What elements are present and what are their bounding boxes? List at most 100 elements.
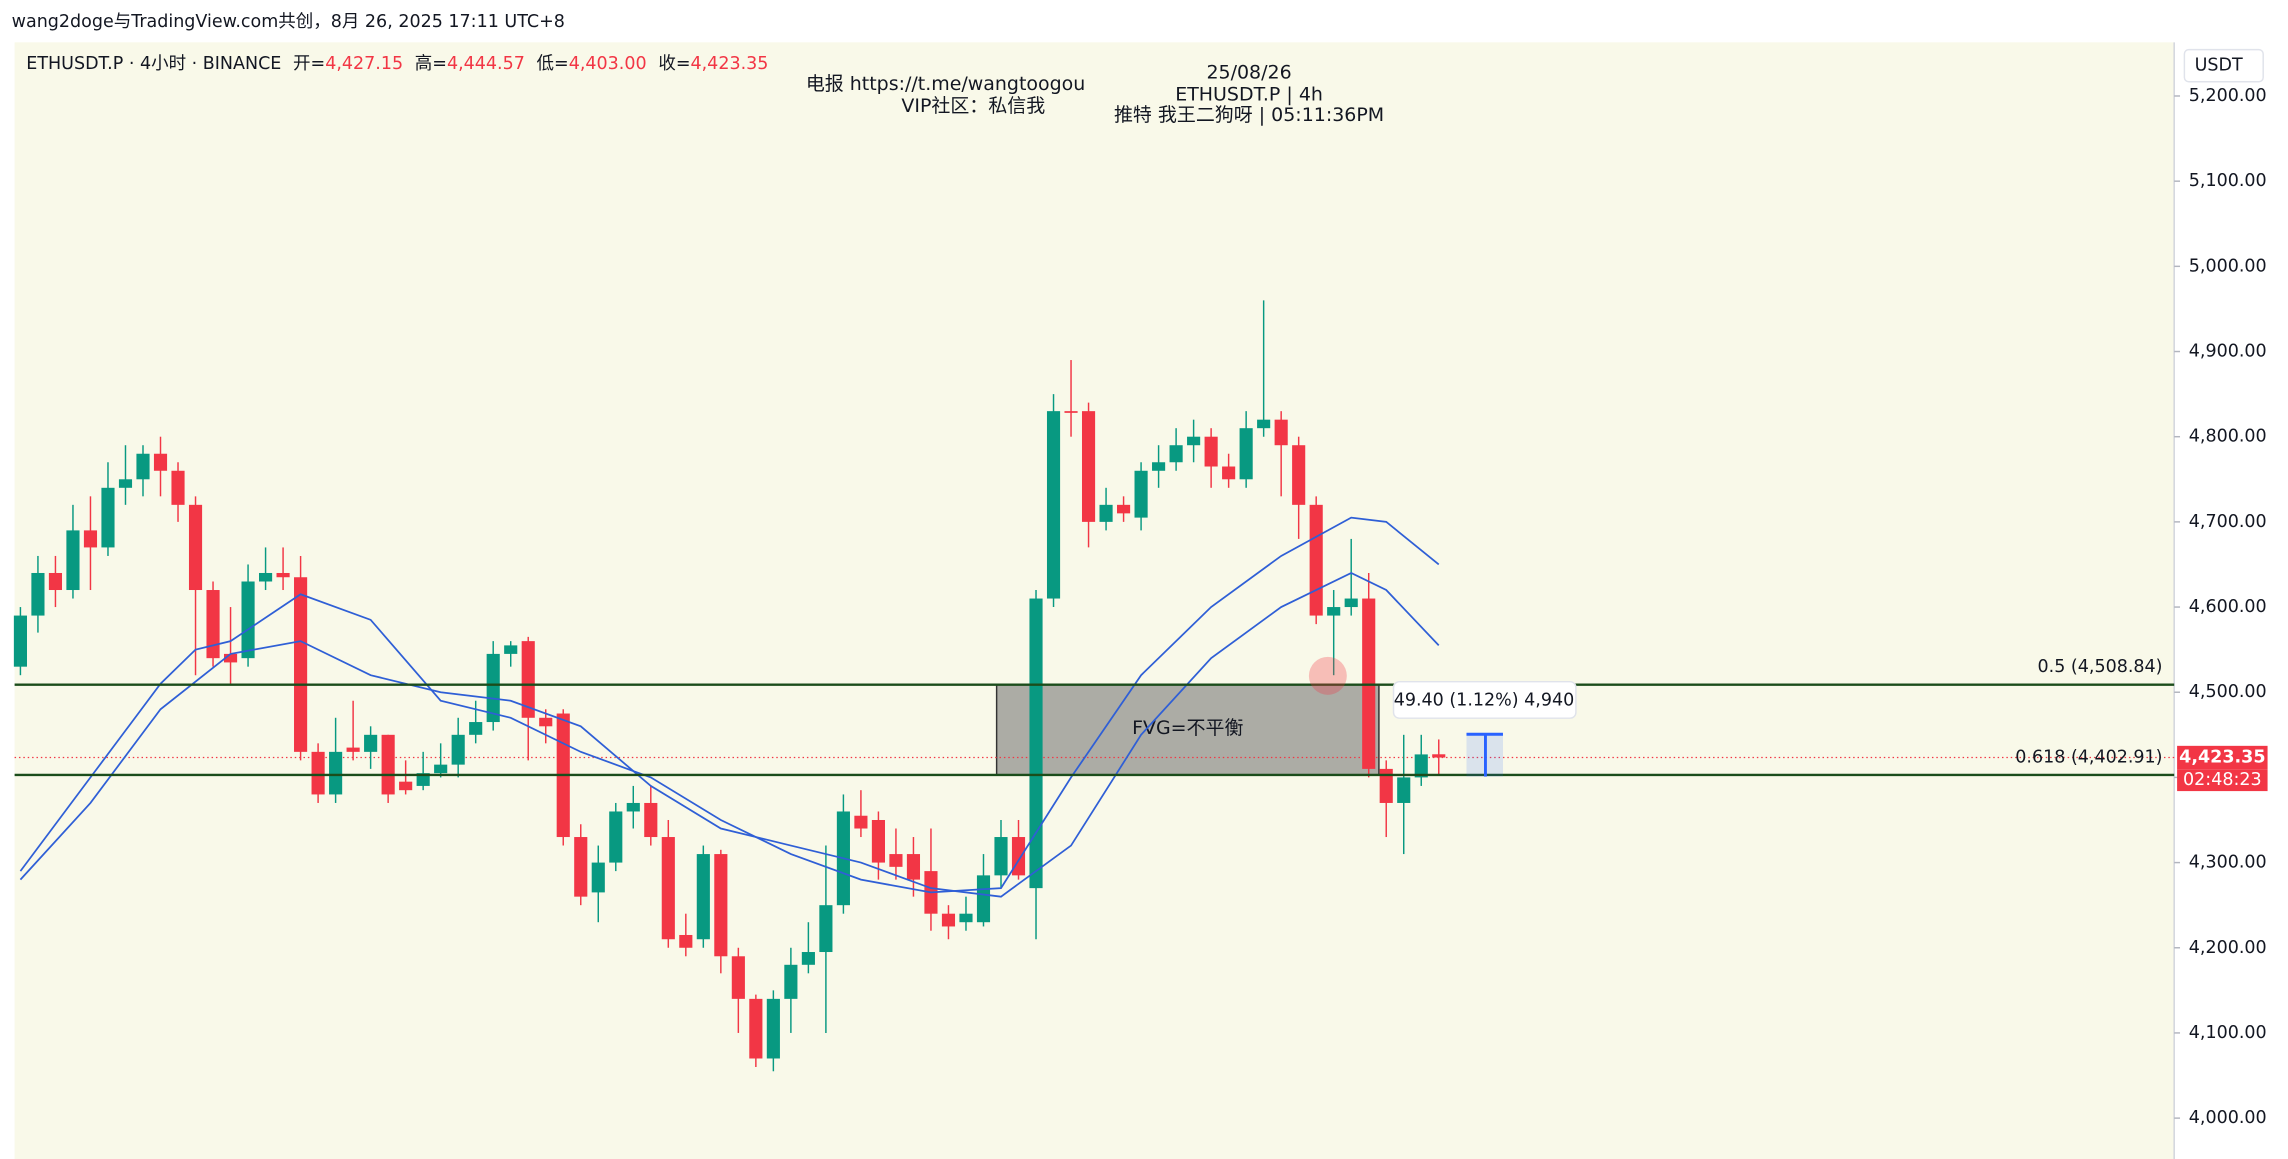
annotation: 推特 我王二狗呀 | 05:11:36PM	[1114, 104, 1384, 126]
ma-line	[19, 516, 1440, 894]
y-tick-label: 5,200.00	[2189, 86, 2267, 106]
candle-body	[259, 572, 273, 582]
candle-body	[504, 645, 518, 654]
candle-body	[206, 590, 220, 659]
candle-body	[13, 615, 27, 667]
candle-body	[153, 453, 168, 471]
candle-body	[31, 572, 45, 616]
candle-body	[1327, 607, 1341, 616]
y-tick-label: 5,100.00	[2189, 171, 2267, 191]
candle-body	[118, 479, 133, 488]
legend-value: 4,423.35	[690, 54, 768, 74]
legend-value: 4,444.57	[447, 54, 525, 74]
candle-body	[1204, 436, 1218, 467]
plot-layer: FVG=不平衡 0.5 (4,508.84) 0.618 (4,402.91)	[13, 300, 2175, 1072]
legend-symbol: ETHUSDT.P · 4小时 · BINANCE	[26, 54, 281, 74]
candle-body	[889, 854, 903, 867]
candle-body	[976, 875, 991, 923]
annotation: VIP社区：私信我	[901, 95, 1045, 117]
legend-label: 低=	[537, 54, 569, 74]
legend-value: 4,403.00	[569, 54, 647, 74]
candle-body	[294, 577, 308, 752]
candle-body	[1432, 754, 1446, 758]
candle-body	[101, 487, 115, 548]
candle-body	[346, 747, 360, 752]
candle-body	[1292, 445, 1306, 505]
legend-label: 开=	[293, 54, 325, 74]
countdown-tag	[2177, 769, 2268, 792]
candle-body	[364, 734, 378, 752]
candle-body	[906, 854, 921, 880]
candle-body	[486, 653, 500, 723]
y-tick-label: 4,800.00	[2189, 427, 2267, 447]
candle-body	[83, 530, 98, 548]
candle-body	[1152, 462, 1166, 471]
measure-box	[1392, 680, 1577, 719]
candle-body	[434, 764, 448, 774]
candle-body	[661, 837, 675, 940]
countdown-label: 02:48:23	[2183, 770, 2262, 790]
candle-body	[136, 453, 150, 480]
candle-body	[749, 998, 763, 1059]
candle-body	[1134, 470, 1148, 518]
candle-body	[1222, 466, 1236, 480]
price-tag	[2177, 745, 2268, 770]
y-tick-label: 4,600.00	[2189, 597, 2267, 617]
candle-body	[574, 837, 588, 897]
legend: ETHUSDT.P · 4小时 · BINANCE 开=4,427.15 高=4,4…	[26, 54, 768, 74]
candle-body	[871, 819, 885, 863]
y-tick-label: 4,700.00	[2189, 512, 2267, 532]
candle-body	[679, 934, 693, 948]
candle-body	[1099, 504, 1113, 522]
candle-body	[1379, 768, 1393, 803]
y-tick-label: 4,200.00	[2189, 938, 2267, 958]
candle-body	[591, 862, 605, 893]
candle-body	[241, 581, 255, 659]
candle-body	[854, 815, 868, 829]
candle-body	[329, 751, 343, 795]
candle-body	[416, 773, 430, 786]
candle-body	[626, 802, 640, 812]
candle-body	[1239, 428, 1253, 480]
candle-body	[819, 905, 833, 953]
page-header: wang2doge与TradingView.com共创，8月 26, 2025 …	[12, 12, 565, 32]
candle-body	[714, 854, 728, 957]
candle-body	[959, 913, 973, 923]
candle-body	[1274, 419, 1288, 446]
candle-body	[66, 530, 80, 591]
candle-body	[1309, 504, 1323, 616]
y-tick-label: 4,500.00	[2189, 682, 2267, 702]
candle-body	[521, 641, 535, 718]
fib-label: 0.618 (4,402.91)	[2015, 747, 2162, 767]
annotation: 电报 https://t.me/wangtoogou	[806, 73, 1085, 95]
fib-label: 0.5 (4,508.84)	[2038, 657, 2163, 677]
annotation: 25/08/26	[1206, 61, 1291, 83]
candle-body	[276, 572, 290, 578]
highlight-marker	[1308, 656, 1347, 695]
candle-body	[188, 504, 203, 591]
candle-body	[941, 913, 956, 927]
candle-body	[1414, 754, 1428, 778]
y-tick-label: 4,900.00	[2189, 342, 2267, 362]
candle-body	[469, 722, 483, 735]
legend-label: 收=	[658, 54, 690, 74]
legend-value: 4,427.15	[325, 54, 403, 74]
fvg-label: FVG=不平衡	[1132, 717, 1243, 739]
measure-label: 49.40 (1.12%) 4,940	[1394, 691, 1575, 711]
candle-body	[644, 802, 658, 838]
y-tick-label: 4,100.00	[2189, 1023, 2267, 1043]
fvg-zone	[995, 683, 1380, 776]
ma-line	[19, 572, 1440, 898]
candle-body	[171, 470, 185, 505]
plot-area	[14, 42, 2175, 1159]
legend-label: 高=	[415, 54, 447, 74]
candle-body	[1029, 598, 1043, 889]
candle-body	[1064, 411, 1078, 413]
candle-body	[451, 734, 465, 765]
candle-body	[731, 956, 745, 999]
candle-body	[311, 751, 325, 795]
price-tag-label: 4,423.35	[2179, 748, 2265, 768]
y-tick-label: 4,000.00	[2189, 1108, 2267, 1128]
